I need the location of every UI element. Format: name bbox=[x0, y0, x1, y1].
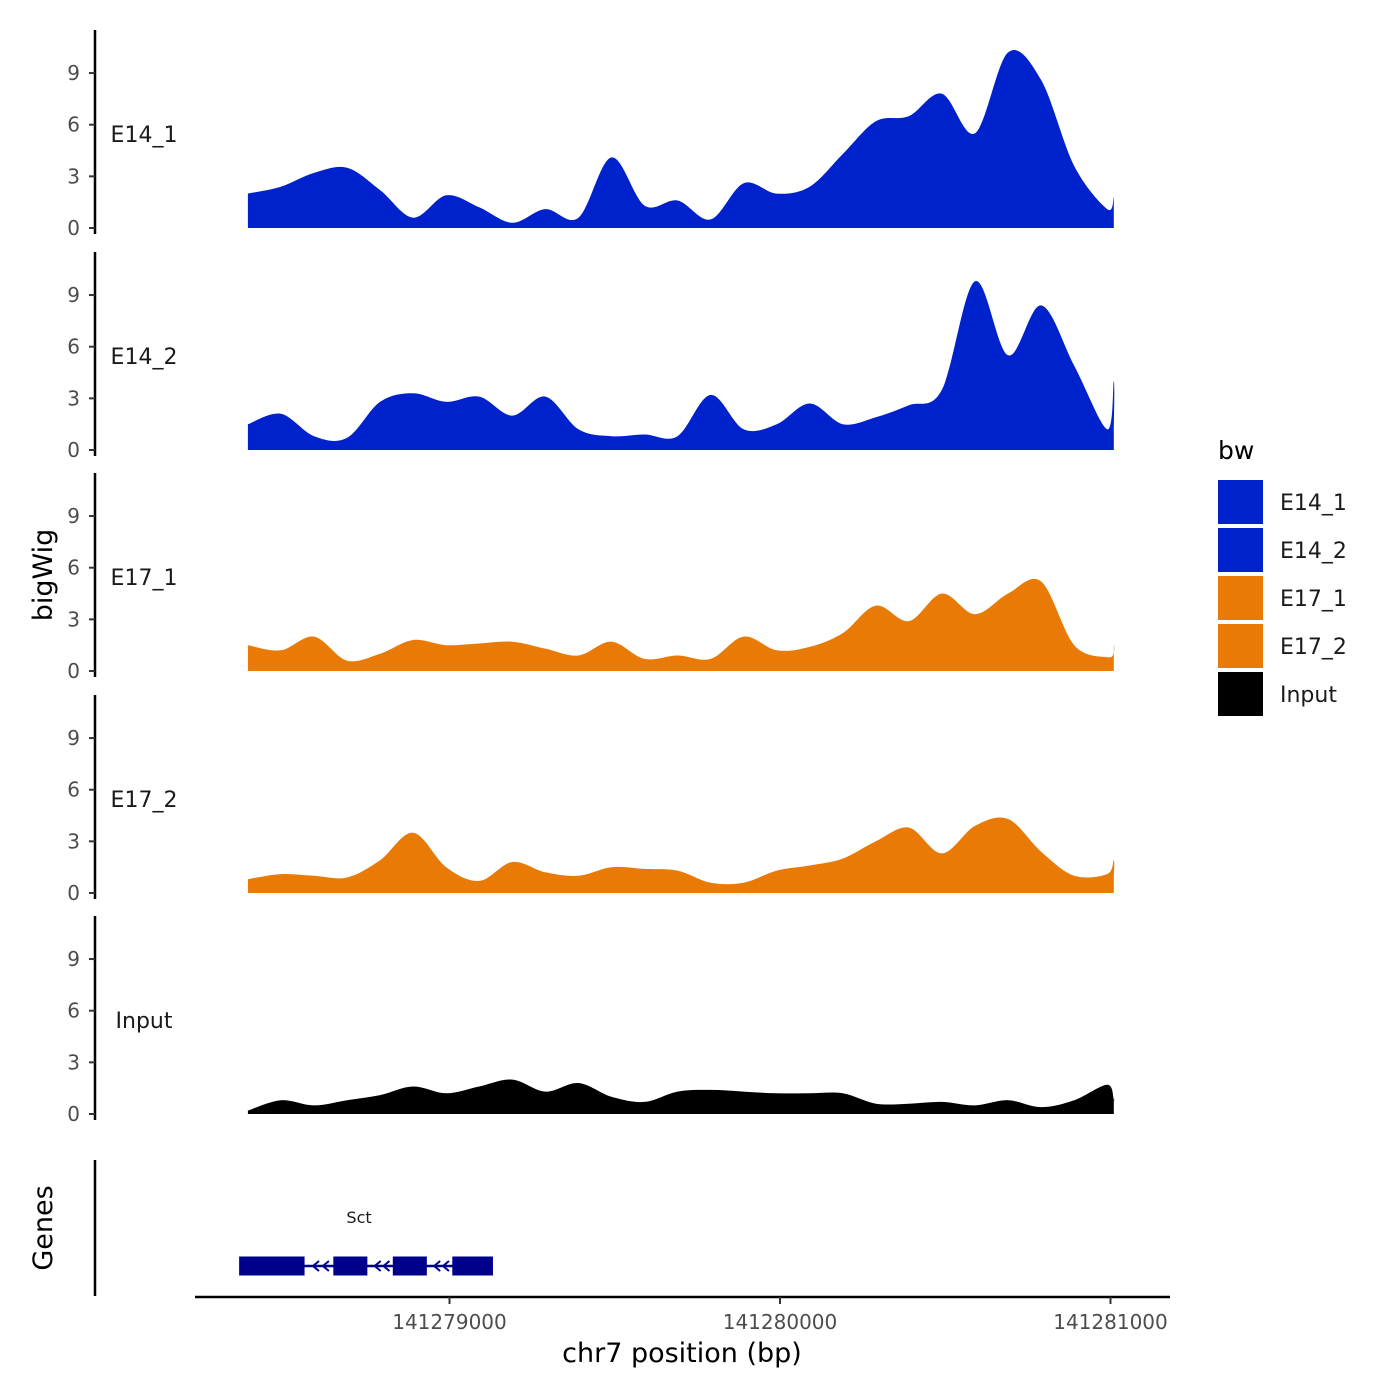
legend-label: E17_2 bbox=[1280, 635, 1347, 660]
y-tick-label: 0 bbox=[67, 1102, 80, 1126]
legend-label: E14_1 bbox=[1280, 491, 1347, 516]
legend-item-E17_2: E17_2 bbox=[1218, 624, 1347, 668]
strand-arrow bbox=[441, 1260, 450, 1272]
legend-label: E14_2 bbox=[1280, 539, 1347, 564]
x-tick-label: 141279000 bbox=[392, 1310, 507, 1334]
track-label-E14_1: E14_1 bbox=[111, 123, 178, 148]
y-tick-label: 9 bbox=[67, 947, 80, 971]
legend-item-Input: Input bbox=[1218, 672, 1337, 716]
y-tick-label: 3 bbox=[67, 1050, 80, 1074]
legend-item-E17_1: E17_1 bbox=[1218, 576, 1347, 620]
legend-item-E14_2: E14_2 bbox=[1218, 528, 1347, 572]
gene-label: Sct bbox=[346, 1208, 371, 1227]
legend-label: E17_1 bbox=[1280, 587, 1347, 612]
gene-exon bbox=[333, 1256, 368, 1276]
coverage-area-E14_2 bbox=[247, 280, 1115, 451]
track-E14_2: 0 3 6 9 E14_2 bbox=[67, 252, 1115, 462]
x-tick-label: 141280000 bbox=[723, 1310, 838, 1334]
legend-label: Input bbox=[1280, 683, 1337, 708]
track-E17_2: 0 3 6 9 E17_2 bbox=[67, 695, 1115, 905]
y-tick-label: 0 bbox=[67, 881, 80, 905]
coverage-tracks: 0 3 6 9 E14_1 0 3 6 9 E14_2 0 3 6 9 E17_1 0 3 6 9 E17_2 0 3 6 9… bbox=[67, 30, 1115, 1126]
track-E17_1: 0 3 6 9 E17_1 bbox=[67, 473, 1115, 683]
y-tick-label: 9 bbox=[67, 726, 80, 750]
x-axis-ticks: 141279000 141280000 141281000 bbox=[392, 1297, 1168, 1334]
track-label-E17_1: E17_1 bbox=[111, 566, 178, 591]
coverage-area-E14_1 bbox=[247, 50, 1115, 229]
gene-exon bbox=[392, 1256, 427, 1276]
strand-arrow bbox=[311, 1260, 320, 1272]
coverage-area-E17_2 bbox=[247, 817, 1115, 893]
legend-swatch bbox=[1218, 576, 1263, 620]
coverage-area-Input bbox=[247, 1079, 1115, 1114]
gene-exon bbox=[239, 1256, 305, 1276]
legend-swatch bbox=[1218, 528, 1263, 572]
x-axis: 141279000 141280000 141281000 chr7 positio… bbox=[195, 1295, 1170, 1369]
strand-arrow bbox=[432, 1260, 441, 1272]
strand-arrow bbox=[321, 1260, 330, 1272]
track-label-E17_2: E17_2 bbox=[111, 788, 178, 813]
gene-track: Genes Sct bbox=[28, 1160, 493, 1296]
y-tick-label: 9 bbox=[67, 504, 80, 528]
x-tick-label: 141281000 bbox=[1053, 1310, 1168, 1334]
y-tick-label: 0 bbox=[67, 659, 80, 683]
y-tick-label: 6 bbox=[67, 778, 80, 802]
track-E14_1: 0 3 6 9 E14_1 bbox=[67, 30, 1115, 240]
y-tick-label: 6 bbox=[67, 999, 80, 1023]
legend-item-E14_1: E14_1 bbox=[1218, 480, 1347, 524]
gene-exon bbox=[452, 1256, 493, 1276]
y-axis-title: bigWig bbox=[28, 529, 59, 622]
strand-arrow bbox=[373, 1260, 382, 1272]
y-tick-label: 0 bbox=[67, 438, 80, 462]
y-tick-label: 6 bbox=[67, 335, 80, 359]
legend: bw E14_1 E14_2 E17_1 E17_2 Input bbox=[1218, 436, 1347, 716]
strand-arrow bbox=[381, 1260, 391, 1272]
x-axis-title: chr7 position (bp) bbox=[562, 1338, 802, 1369]
legend-title: bw bbox=[1218, 436, 1254, 465]
genes-track-title: Genes bbox=[28, 1185, 59, 1270]
y-tick-label: 3 bbox=[67, 386, 80, 410]
gene-models: Sct bbox=[239, 1208, 493, 1276]
track-label-Input: Input bbox=[116, 1009, 173, 1034]
legend-swatch bbox=[1218, 624, 1263, 668]
y-tick-label: 3 bbox=[67, 829, 80, 853]
y-tick-label: 3 bbox=[67, 607, 80, 631]
y-tick-label: 6 bbox=[67, 556, 80, 580]
legend-items: E14_1 E14_2 E17_1 E17_2 Input bbox=[1218, 480, 1347, 716]
y-tick-label: 9 bbox=[67, 61, 80, 85]
legend-swatch bbox=[1218, 672, 1263, 716]
track-label-E14_2: E14_2 bbox=[111, 345, 178, 370]
y-tick-label: 6 bbox=[67, 113, 80, 137]
track-Input: 0 3 6 9 Input bbox=[67, 916, 1115, 1126]
y-tick-label: 9 bbox=[67, 283, 80, 307]
coverage-area-E17_1 bbox=[247, 578, 1115, 671]
gene-Sct: Sct bbox=[239, 1208, 493, 1276]
y-tick-label: 3 bbox=[67, 164, 80, 188]
y-tick-label: 0 bbox=[67, 216, 80, 240]
legend-swatch bbox=[1218, 480, 1263, 524]
